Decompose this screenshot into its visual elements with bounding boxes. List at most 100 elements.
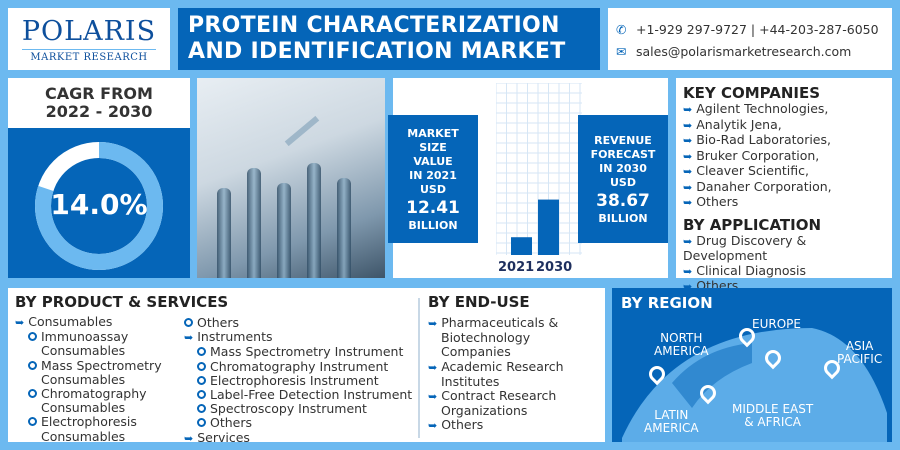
product-subitem-text: Consumables <box>41 400 126 416</box>
product-subitem-text: Mass Spectrometry <box>41 357 162 373</box>
product-subitem: Consumables <box>28 429 162 444</box>
cagr-ring-fill <box>35 142 163 270</box>
product-subitem-text: Spectroscopy Instrument <box>210 401 367 417</box>
revenue-forecast-callout: REVENUE FORECAST IN 2030 USD 38.67 BILLI… <box>578 115 668 243</box>
product-subitem: Electrophoresis <box>28 415 162 429</box>
product-subitem-text: Consumables <box>41 343 126 359</box>
arrow-bullet-icon: ➥ <box>683 149 693 163</box>
product-category-text: Consumables <box>28 314 113 329</box>
application-item-text: Clinical Diagnosis <box>696 262 807 278</box>
arrow-bullet-icon: ➥ <box>184 431 194 445</box>
title-line-1: PROTEIN CHARACTERIZATION <box>188 13 560 38</box>
product-subitem-text: Chromatography Instrument <box>210 358 389 374</box>
arrow-bullet-icon: ➥ <box>683 103 693 116</box>
world-map <box>622 328 887 442</box>
arrow-bullet-icon: ➥ <box>683 280 693 293</box>
circle-bullet-icon <box>197 361 206 371</box>
region-middle-east-africa: MIDDLE EAST <box>732 402 814 416</box>
polaris-logo: POLARIS MARKET RESEARCH <box>8 8 170 70</box>
arrow-bullet-icon: ➥ <box>15 316 25 329</box>
company-item-text: Danaher Corporation, <box>696 178 832 194</box>
end-use-item: ➥ Others <box>428 418 564 433</box>
bar-2021 <box>511 237 532 255</box>
end-use-item-text: Pharmaceuticals & <box>441 315 559 330</box>
company-item: ➥ Agilent Technologies, <box>683 101 892 118</box>
circle-bullet-icon <box>197 418 206 428</box>
circle-bullet-icon <box>197 375 206 385</box>
product-category-text: Instruments <box>197 329 273 345</box>
end-use-item: ➥ Pharmaceuticals & <box>428 315 564 331</box>
product-subitem-text: Chromatography <box>41 386 147 402</box>
product-subitem: Chromatography <box>28 386 162 402</box>
end-use-item: Biotechnology <box>428 331 564 345</box>
product-subitem: Consumables <box>28 371 162 387</box>
logo-name: POLARIS <box>21 16 157 47</box>
end-use-item: ➥ Academic Research <box>428 358 564 375</box>
product-subitem: Mass Spectrometry Instrument <box>197 345 412 359</box>
end-use-item: Institutes <box>428 373 564 389</box>
end-use-item-text: Others <box>441 417 484 433</box>
phone-icon: ✆ <box>616 22 627 37</box>
arrow-bullet-icon: ➥ <box>683 180 693 194</box>
end-use-item-text: Organizations <box>441 403 528 419</box>
circle-bullet-icon <box>184 318 193 327</box>
arrow-bullet-icon: ➥ <box>428 419 438 433</box>
region-north-america: NORTH <box>660 331 703 345</box>
arrow-bullet-icon: ➥ <box>683 196 693 209</box>
application-item-text: Drug Discovery & Development <box>683 232 807 263</box>
market-bar-chart <box>496 83 582 255</box>
market-size-callout: MARKET SIZE VALUE IN 2021 USD 12.41 BILL… <box>388 115 478 243</box>
callout-text: VALUE <box>413 155 453 168</box>
segments-panel: BY PRODUCT & SERVICES ➥ Consumables Immuno… <box>8 288 605 445</box>
product-subitem: Others <box>184 315 412 330</box>
page-title: PROTEIN CHARACTERIZATION AND IDENTIFICAT… <box>178 8 600 70</box>
email-link[interactable]: sales@polarismarketresearch.com <box>636 44 852 59</box>
company-item: ➥ Bruker Corporation, <box>683 148 892 165</box>
end-use-item-text: Companies <box>441 344 511 360</box>
region-north-america: AMERICA <box>654 344 709 358</box>
product-subitem: Mass Spectrometry <box>28 357 162 373</box>
callout-text: REVENUE <box>594 134 652 147</box>
company-item-text: Agilent Technologies, <box>696 101 829 116</box>
end-use-item: ➥ Contract Research <box>428 388 564 404</box>
divider <box>418 298 420 438</box>
arrow-bullet-icon: ➥ <box>428 390 438 404</box>
by-product-heading: BY PRODUCT & SERVICES <box>15 293 229 311</box>
callout-text: IN 2030 <box>599 162 647 175</box>
company-item-text: Analytik Jena, <box>696 116 782 132</box>
key-companies-panel: KEY COMPANIES ➥ Agilent Technologies, ➥ Ana… <box>676 78 892 293</box>
end-use-item-text: Academic Research <box>441 358 564 374</box>
mail-icon: ✉ <box>616 44 627 59</box>
product-subitem-text: Others <box>210 415 253 431</box>
region-europe: EUROPE <box>752 317 801 331</box>
region-asia-pacific: PACIFIC <box>837 352 883 366</box>
key-companies-heading: KEY COMPANIES <box>683 84 821 102</box>
cagr-label-line-1: CAGR FROM <box>45 84 153 103</box>
product-subitem-text: Consumables <box>41 371 126 387</box>
lab-test-tubes-image <box>197 78 385 278</box>
circle-bullet-icon <box>197 404 206 414</box>
product-subitem-text: Immunoassay <box>41 329 129 345</box>
circle-bullet-icon <box>28 332 37 342</box>
product-subitem: Others <box>197 416 412 430</box>
end-use-item-text: Institutes <box>441 373 500 389</box>
title-line-2: AND IDENTIFICATION MARKET <box>188 39 566 64</box>
circle-bullet-icon <box>197 347 206 357</box>
arrow-bullet-icon: ➥ <box>184 331 194 345</box>
region-middle-east-africa: & AFRICA <box>744 415 801 429</box>
product-category: ➥ Consumables <box>15 314 162 330</box>
circle-bullet-icon <box>197 390 206 400</box>
product-subitem: Chromatography Instrument <box>197 358 412 374</box>
callout-unit: BILLION <box>598 212 648 225</box>
callout-text: FORECAST <box>590 148 656 161</box>
end-use-item-text: Contract Research <box>441 388 557 404</box>
x-tick-2021: 2021 <box>498 260 535 275</box>
company-item: ➥ Others <box>683 194 892 211</box>
end-use-item: Organizations <box>428 404 564 418</box>
by-application-heading: BY APPLICATION <box>683 215 822 234</box>
phone-numbers[interactable]: +1-929 297-9727 | +44-203-287-6050 <box>636 22 879 37</box>
market-size-panel: 2021 2030 MARKET SIZE VALUE IN 2021 USD … <box>388 78 668 278</box>
circle-bullet-icon <box>28 360 37 370</box>
product-category-text: Services <box>197 429 250 445</box>
contact-box: ✆ +1-929 297-9727 | +44-203-287-6050 ✉ sal… <box>608 8 892 70</box>
